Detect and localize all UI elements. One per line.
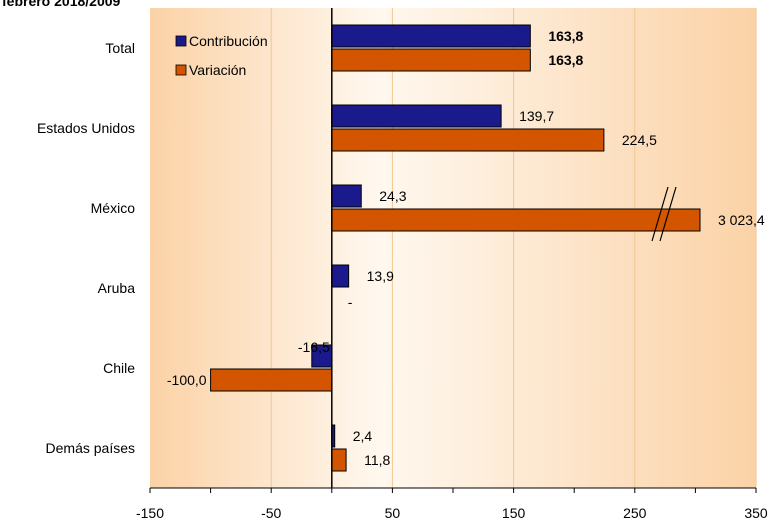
value-label: -100,0 [167,372,207,388]
gridlines [270,8,757,488]
chart-title: febrero 2018/2009 [2,0,121,9]
bar [331,24,531,48]
bar [331,104,502,128]
legend-swatch [175,35,187,47]
value-label: -16,5 [298,339,330,355]
x-tick-label: 150 [502,505,526,521]
bar [331,128,605,152]
axis-break-mark [651,186,669,242]
category-label: Chile [103,360,135,376]
legend-swatch [175,64,187,76]
x-tick-label: -150 [136,505,164,521]
legend-label: Contribución [189,33,268,49]
legend: Contribución Variación [175,33,268,78]
axes [149,8,757,493]
value-label: 13,9 [367,268,394,284]
category-label: México [91,200,136,216]
bar [331,184,362,208]
bar [331,264,350,288]
x-tick-label: 350 [744,505,768,521]
bar [331,48,531,72]
category-label: Demás países [46,440,135,456]
bar [210,368,333,392]
plot-area [150,8,756,488]
value-label: 163,8 [548,52,583,68]
value-label: 11,8 [364,452,390,468]
legend-label: Variación [189,62,246,78]
value-label: 224,5 [622,132,657,148]
x-tick-label: 50 [385,505,401,521]
value-label: 3 023,4 [718,212,765,228]
value-labels: 163,8 163,8 139,7 224,5 24,3 3 023,4 13,9- -16,… [167,28,765,468]
value-label: 24,3 [379,188,406,204]
bars [210,24,701,472]
value-label: 2,4 [353,428,373,444]
axis-break-mark [659,186,677,242]
category-label: Total [105,40,135,56]
bar [331,448,347,472]
x-tick-label: 250 [623,505,647,521]
bar [331,208,701,232]
value-label: 163,8 [548,28,583,44]
x-tick-label: -50 [261,505,281,521]
category-labels: Total Estados Unidos México Aruba Chile Demás… [37,40,135,456]
value-label: - [348,294,353,310]
x-tick-labels: -150 -50 50 150 250 350 [136,505,768,521]
value-label: 139,7 [519,108,554,124]
category-label: Aruba [98,280,136,296]
category-label: Estados Unidos [37,120,135,136]
